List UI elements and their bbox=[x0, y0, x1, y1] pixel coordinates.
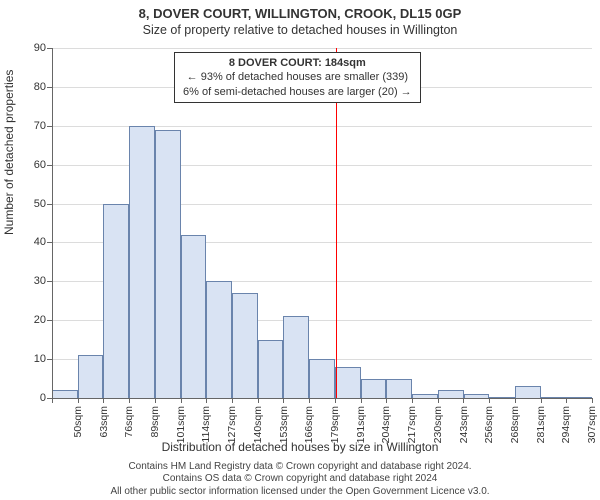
footer-attribution: Contains HM Land Registry data © Crown c… bbox=[0, 461, 600, 499]
x-tick-label: 294sqm bbox=[560, 406, 572, 451]
x-tick-label: 243sqm bbox=[458, 406, 470, 451]
bar bbox=[361, 379, 387, 398]
info-box-title: 8 DOVER COURT: 184sqm bbox=[183, 56, 412, 70]
chart-container: Number of detached properties Distributi… bbox=[0, 40, 600, 460]
x-tick-label: 140sqm bbox=[252, 406, 264, 451]
y-axis-label: Number of detached properties bbox=[2, 70, 16, 235]
bar bbox=[232, 293, 258, 398]
x-tick-label: 166sqm bbox=[303, 406, 315, 451]
info-box: 8 DOVER COURT: 184sqm← 93% of detached h… bbox=[174, 52, 421, 103]
y-tick-label: 80 bbox=[16, 81, 46, 93]
bar bbox=[309, 359, 335, 398]
bar bbox=[515, 386, 541, 398]
x-tick-label: 204sqm bbox=[380, 406, 392, 451]
info-box-line: 6% of semi-detached houses are larger (2… bbox=[183, 85, 412, 99]
info-box-line: ← 93% of detached houses are smaller (33… bbox=[183, 70, 412, 84]
x-tick-label: 153sqm bbox=[278, 406, 290, 451]
footer-line: All other public sector information lice… bbox=[0, 486, 600, 499]
x-axis-line bbox=[52, 398, 592, 399]
bar bbox=[129, 126, 155, 398]
x-tick-label: 114sqm bbox=[200, 406, 212, 451]
x-tick-label: 307sqm bbox=[586, 406, 598, 451]
y-tick-label: 90 bbox=[16, 42, 46, 54]
bar bbox=[206, 281, 232, 398]
x-tick-label: 256sqm bbox=[483, 406, 495, 451]
bar bbox=[78, 355, 104, 398]
x-tick-label: 50sqm bbox=[72, 406, 84, 451]
x-tick-label: 179sqm bbox=[329, 406, 341, 451]
y-tick-label: 30 bbox=[16, 275, 46, 287]
y-tick-label: 70 bbox=[16, 120, 46, 132]
footer-line: Contains OS data © Crown copyright and d… bbox=[0, 473, 600, 486]
x-tick-label: 101sqm bbox=[175, 406, 187, 451]
x-tick-label: 127sqm bbox=[226, 406, 238, 451]
x-tick-label: 230sqm bbox=[432, 406, 444, 451]
y-tick-label: 50 bbox=[16, 198, 46, 210]
x-tick-label: 63sqm bbox=[98, 406, 110, 451]
x-tick-label: 191sqm bbox=[355, 406, 367, 451]
x-tick-label: 268sqm bbox=[509, 406, 521, 451]
bar bbox=[438, 390, 464, 398]
x-tick-label: 89sqm bbox=[149, 406, 161, 451]
y-tick-label: 40 bbox=[16, 236, 46, 248]
bar bbox=[103, 204, 129, 398]
plot-area: 010203040506070809050sqm63sqm76sqm89sqm1… bbox=[52, 48, 592, 398]
y-tick-label: 20 bbox=[16, 314, 46, 326]
bar bbox=[386, 379, 412, 398]
bar bbox=[155, 130, 181, 398]
x-tick bbox=[592, 398, 593, 403]
bar bbox=[335, 367, 361, 398]
y-tick-label: 0 bbox=[16, 392, 46, 404]
footer-line: Contains HM Land Registry data © Crown c… bbox=[0, 461, 600, 474]
x-tick-label: 281sqm bbox=[535, 406, 547, 451]
bar bbox=[181, 235, 207, 398]
bar bbox=[52, 390, 78, 398]
y-tick-label: 60 bbox=[16, 159, 46, 171]
x-tick-label: 76sqm bbox=[123, 406, 135, 451]
x-tick-label: 217sqm bbox=[406, 406, 418, 451]
y-axis-line bbox=[52, 48, 53, 398]
bar bbox=[258, 340, 284, 398]
page-title: 8, DOVER COURT, WILLINGTON, CROOK, DL15 … bbox=[0, 0, 600, 21]
page-subtitle: Size of property relative to detached ho… bbox=[0, 21, 600, 37]
bar bbox=[283, 316, 309, 398]
y-tick-label: 10 bbox=[16, 353, 46, 365]
